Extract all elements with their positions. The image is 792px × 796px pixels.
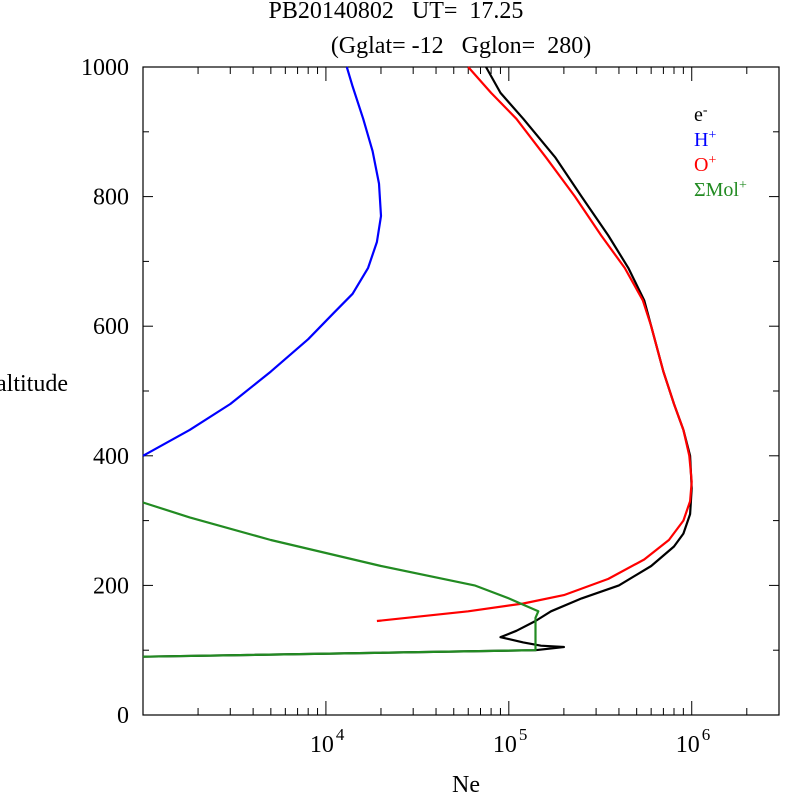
x-tick-label: 10: [310, 732, 334, 758]
y-tick-label: 1000: [81, 55, 129, 81]
x-axis-label: Ne: [452, 772, 480, 796]
series-line-o: [376, 66, 693, 623]
axis-labels: altitude Ne: [0, 371, 480, 796]
x-tick-label-exponent: 4: [336, 725, 345, 744]
legend-entry-superscript: +: [708, 128, 716, 143]
plot-frame: [142, 66, 780, 716]
x-tick-label-exponent: 5: [519, 725, 528, 744]
legend-entry: e-: [694, 103, 708, 126]
legend-entry-superscript: -: [703, 103, 708, 118]
legend-entry: O+: [694, 153, 716, 176]
series-lines: [142, 66, 693, 658]
series-line-mol: [142, 501, 540, 658]
chart-subtitle: (Gglat= -12 Gglon= 280): [330, 33, 592, 59]
series-line-h: [142, 66, 383, 457]
legend-entry: H+: [694, 128, 716, 151]
legend: e-H+O+ΣMol+: [694, 103, 747, 201]
y-axis-label: altitude: [0, 371, 68, 397]
legend-entry-superscript: +: [739, 178, 747, 193]
y-tick-label: 800: [93, 185, 129, 211]
y-tick-label: 200: [93, 573, 129, 599]
y-tick-label: 600: [93, 314, 129, 340]
series-line-e: [142, 66, 693, 658]
legend-entry-superscript: +: [708, 153, 716, 168]
y-tick-label: 400: [93, 444, 129, 470]
legend-entry: ΣMol+: [694, 178, 747, 201]
x-tick-label: 10: [676, 732, 700, 758]
y-tick-label: 0: [117, 703, 129, 729]
chart-title: PB20140802 UT= 17.25: [268, 0, 524, 24]
x-tick-label: 10: [493, 732, 517, 758]
x-tick-label-exponent: 6: [702, 725, 711, 744]
